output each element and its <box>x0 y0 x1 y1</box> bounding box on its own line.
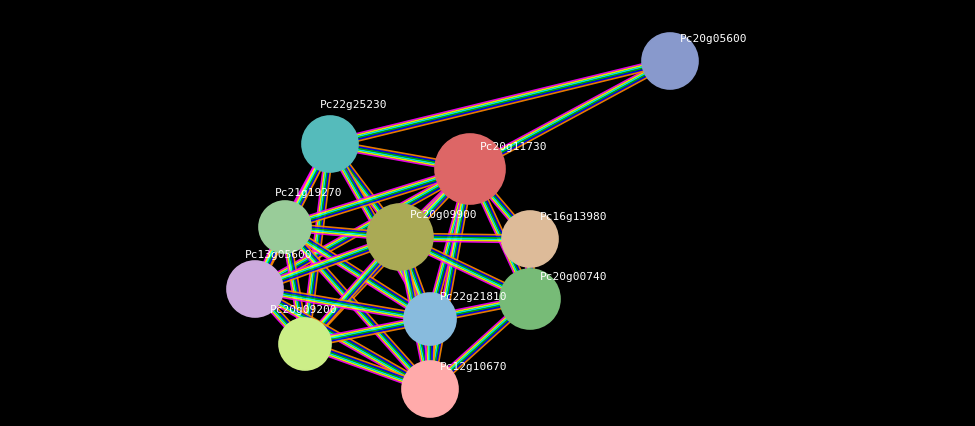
Text: Pc13g05600: Pc13g05600 <box>245 249 313 259</box>
Circle shape <box>227 262 283 317</box>
Circle shape <box>404 294 456 345</box>
Text: Pc20g00740: Pc20g00740 <box>540 271 607 281</box>
Text: Pc22g25230: Pc22g25230 <box>320 100 387 110</box>
Text: Pc21g19270: Pc21g19270 <box>275 187 342 198</box>
Circle shape <box>279 318 331 370</box>
Text: Pc16g13980: Pc16g13980 <box>540 211 607 222</box>
Circle shape <box>259 201 311 253</box>
Text: Pc20g05600: Pc20g05600 <box>680 34 748 44</box>
Circle shape <box>402 361 458 417</box>
Text: Pc22g21810: Pc22g21810 <box>440 291 508 301</box>
Circle shape <box>367 204 433 271</box>
Circle shape <box>302 117 358 173</box>
Text: Pc20g09900: Pc20g09900 <box>410 210 478 219</box>
Circle shape <box>502 211 558 268</box>
Circle shape <box>500 269 560 329</box>
Circle shape <box>642 34 698 90</box>
Text: Pc12g10670: Pc12g10670 <box>440 361 508 371</box>
Circle shape <box>435 135 505 204</box>
Text: Pc20g09200: Pc20g09200 <box>270 304 337 314</box>
Text: Pc20g11730: Pc20g11730 <box>480 142 548 152</box>
